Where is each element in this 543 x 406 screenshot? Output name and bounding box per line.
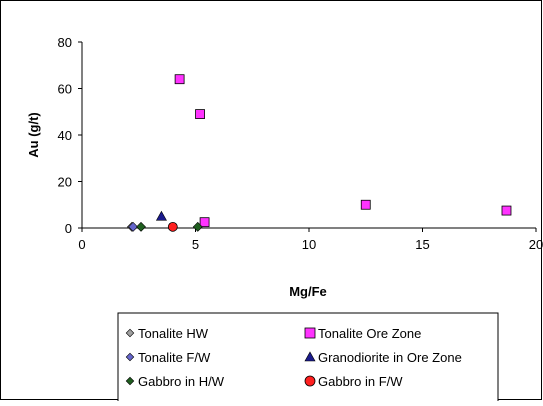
y-tick-label: 20	[58, 175, 72, 190]
x-tick-label: 15	[415, 237, 429, 252]
data-point	[174, 74, 185, 85]
x-axis-label: Mg/Fe	[289, 284, 327, 299]
legend-marker	[125, 328, 135, 338]
y-tick-label: 80	[58, 35, 72, 50]
x-tick-label: 20	[529, 237, 543, 252]
legend-marker	[304, 327, 316, 339]
legend-marker	[125, 376, 135, 386]
axes-group: 0 20 40 60 80 0 5 10 15 20	[58, 35, 543, 252]
legend-marker	[304, 375, 316, 387]
legend-marker	[304, 351, 316, 362]
y-tick-label: 60	[58, 82, 72, 97]
y-axis-label: Au (g/t)	[26, 112, 41, 157]
legend-label: Granodiorite in Ore Zone	[318, 350, 462, 365]
data-point	[199, 217, 210, 228]
data-point	[155, 210, 167, 221]
legend-label: Tonalite HW	[138, 326, 209, 341]
data-point	[167, 221, 178, 232]
x-tick-label: 10	[302, 237, 316, 252]
legend-label: Gabbro in F/W	[318, 374, 403, 389]
data-point	[192, 221, 203, 232]
data-point	[501, 205, 512, 216]
legend-label: Gabbro in H/W	[138, 374, 225, 389]
data-point	[360, 199, 371, 210]
data-point	[136, 221, 146, 232]
data-point	[195, 109, 205, 119]
data-points-group	[127, 74, 512, 232]
legend-label: Tonalite Ore Zone	[318, 326, 421, 341]
legend-marker	[125, 352, 135, 362]
legend-label: Tonalite F/W	[138, 350, 211, 365]
legend: Tonalite HW Tonalite Ore Zone Tonalite F/W…	[117, 312, 499, 406]
x-tick-label: 5	[192, 237, 199, 252]
x-tick-label: 0	[78, 237, 85, 252]
data-point	[128, 221, 138, 232]
y-tick-label: 0	[65, 221, 72, 236]
y-tick-label: 40	[58, 128, 72, 143]
